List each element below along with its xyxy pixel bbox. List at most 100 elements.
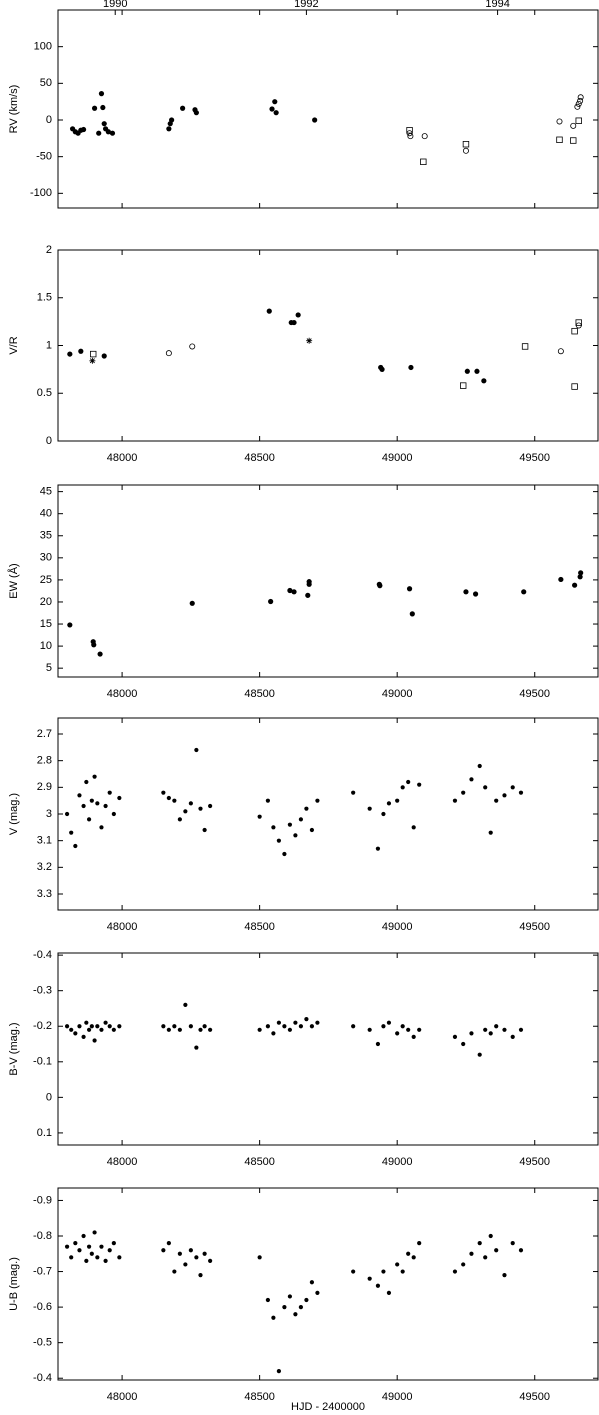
y-tick-label: 2.8 bbox=[37, 755, 52, 767]
point bbox=[183, 1002, 188, 1008]
point bbox=[477, 1241, 482, 1246]
x-tick-label: 49500 bbox=[519, 452, 550, 464]
y-tick-label: 15 bbox=[40, 618, 52, 630]
point bbox=[452, 1269, 458, 1274]
point bbox=[276, 1369, 281, 1374]
y-tick-label: -0.4 bbox=[33, 949, 52, 961]
point bbox=[571, 383, 578, 390]
point bbox=[183, 1262, 188, 1267]
point bbox=[172, 1269, 177, 1274]
point bbox=[165, 350, 172, 357]
point bbox=[89, 1251, 94, 1256]
point bbox=[521, 589, 527, 595]
point bbox=[557, 348, 564, 355]
point bbox=[305, 592, 311, 598]
point bbox=[510, 1241, 515, 1246]
point bbox=[298, 817, 304, 822]
point bbox=[304, 1017, 309, 1022]
x2-tick-label: 1990 bbox=[103, 0, 127, 10]
point bbox=[188, 1024, 193, 1029]
point bbox=[483, 1027, 488, 1032]
y-tick-label: 50 bbox=[40, 77, 52, 89]
point bbox=[89, 357, 96, 364]
point bbox=[395, 798, 400, 803]
point bbox=[395, 1262, 400, 1267]
point bbox=[395, 1031, 400, 1036]
point bbox=[73, 1241, 78, 1246]
point bbox=[291, 589, 297, 595]
point bbox=[64, 1024, 70, 1029]
y-axis-label: RV (km/s) bbox=[8, 85, 20, 134]
point bbox=[95, 1024, 100, 1029]
y-tick-label: -0.3 bbox=[33, 985, 52, 997]
point bbox=[177, 1251, 182, 1256]
point bbox=[304, 806, 309, 811]
x-tick-label: 49000 bbox=[382, 1391, 413, 1403]
point bbox=[64, 811, 70, 817]
point bbox=[452, 1034, 458, 1040]
point bbox=[77, 1248, 82, 1253]
plot-frame bbox=[57, 484, 599, 678]
point bbox=[92, 1230, 97, 1235]
y-tick-label: 35 bbox=[40, 530, 52, 542]
point bbox=[575, 319, 582, 326]
point bbox=[198, 1027, 203, 1032]
y-tick-label: -0.9 bbox=[33, 1194, 52, 1206]
point bbox=[166, 1241, 171, 1246]
y-tick-label: -0.8 bbox=[33, 1230, 52, 1242]
y-tick-label: 3 bbox=[46, 808, 52, 820]
point bbox=[461, 1262, 466, 1267]
x-tick-label: 48500 bbox=[244, 1156, 275, 1168]
point bbox=[494, 798, 499, 803]
point bbox=[177, 817, 182, 822]
point bbox=[169, 117, 175, 123]
point bbox=[67, 622, 73, 628]
point bbox=[309, 1024, 315, 1029]
point bbox=[92, 1038, 97, 1043]
point bbox=[266, 308, 272, 314]
point bbox=[463, 589, 469, 595]
point bbox=[282, 1024, 287, 1029]
point bbox=[189, 600, 195, 606]
y-tick-label: -0.6 bbox=[33, 1301, 52, 1313]
x-tick-label: 49500 bbox=[519, 1391, 550, 1403]
y-tick-label: 1 bbox=[46, 339, 52, 351]
point bbox=[287, 1027, 293, 1032]
point bbox=[351, 790, 356, 795]
point bbox=[575, 100, 582, 107]
y-tick-label: -0.1 bbox=[33, 1056, 52, 1068]
point bbox=[518, 1248, 524, 1253]
x-tick-label: 49500 bbox=[519, 688, 550, 700]
point bbox=[312, 117, 318, 123]
point bbox=[98, 91, 105, 97]
point bbox=[84, 1258, 89, 1263]
plot-frame bbox=[57, 9, 599, 209]
point bbox=[166, 126, 172, 132]
point bbox=[556, 136, 563, 143]
point bbox=[291, 319, 297, 326]
point bbox=[257, 1255, 262, 1260]
point bbox=[273, 110, 279, 116]
plot-frame bbox=[57, 249, 599, 442]
point bbox=[469, 777, 474, 782]
point bbox=[483, 1255, 488, 1260]
point bbox=[309, 1280, 315, 1285]
point bbox=[84, 779, 89, 785]
point bbox=[469, 1031, 474, 1036]
point bbox=[180, 105, 186, 111]
point bbox=[84, 1020, 89, 1025]
point bbox=[417, 1027, 422, 1032]
point bbox=[483, 785, 488, 790]
point bbox=[518, 1027, 524, 1032]
point bbox=[575, 117, 582, 124]
point bbox=[406, 127, 413, 134]
point bbox=[92, 774, 97, 779]
point bbox=[411, 1034, 416, 1040]
point bbox=[265, 798, 270, 803]
point bbox=[460, 382, 467, 389]
x-tick-label: 49000 bbox=[382, 688, 413, 700]
point bbox=[367, 1276, 372, 1281]
point bbox=[315, 1290, 320, 1295]
point bbox=[257, 1027, 262, 1032]
point bbox=[73, 1031, 78, 1036]
